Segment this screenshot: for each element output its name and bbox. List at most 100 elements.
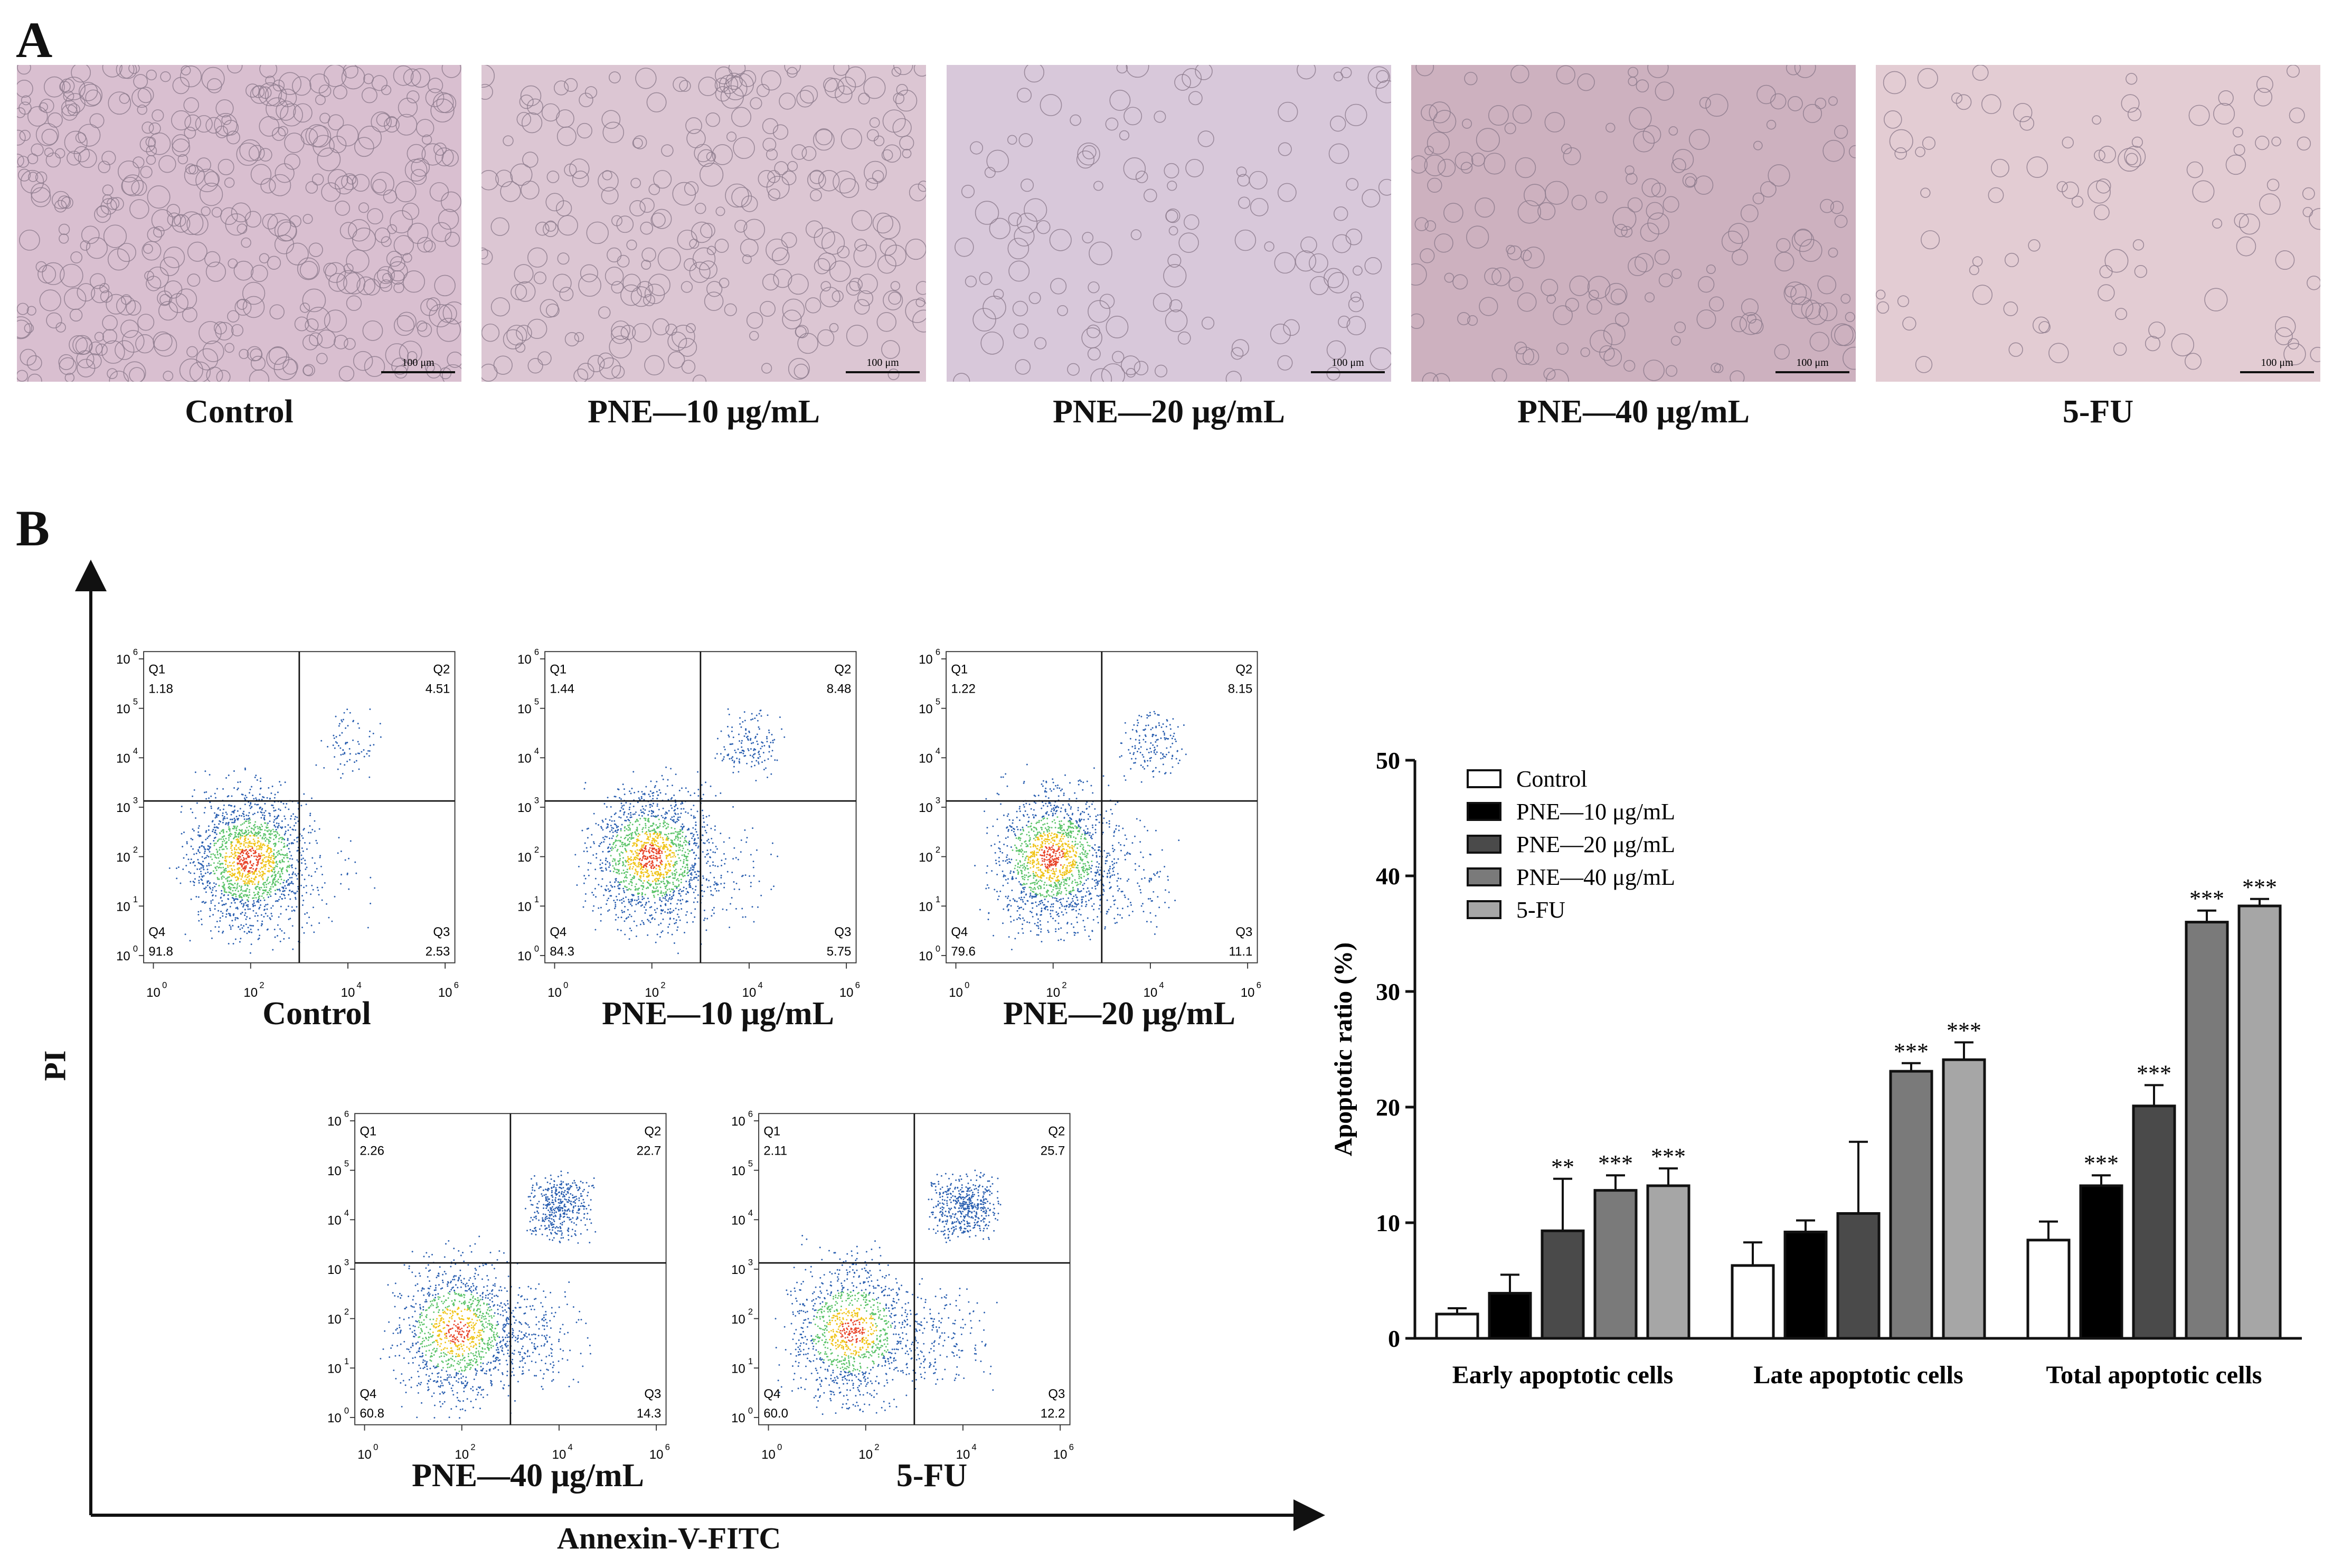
x-tick-exponent: 2: [1062, 980, 1066, 990]
y-tick-exponent: 2: [344, 1307, 349, 1317]
micrograph-label: Control: [185, 394, 294, 430]
significance-label: ***: [1598, 1150, 1633, 1176]
quadrant-value: 2.26: [360, 1144, 384, 1158]
y-tick-label: 10: [731, 1214, 745, 1228]
legend-swatch: [1467, 769, 1501, 788]
quadrant-value: 8.15: [1228, 682, 1253, 696]
y-tick-exponent: 2: [534, 845, 539, 855]
quadrant-value: 84.3: [550, 944, 574, 959]
quadrant-name: Q1: [148, 663, 165, 677]
flow-plot-label: Control: [262, 996, 371, 1032]
bar: [1942, 1058, 1986, 1340]
x-tick-exponent: 6: [454, 980, 459, 990]
x-tick-exponent: 2: [660, 980, 665, 990]
apoptosis-bar-chart: 0 10 20 30 40 50 Apoptotic ratio (%) ** *** *** Ea…: [1309, 729, 2323, 1415]
quadrant-name: Q2: [1048, 1125, 1065, 1139]
y-tick-label: 10: [327, 1114, 342, 1129]
quadrant-value: 1.44: [550, 682, 574, 696]
flow-plot-label: PNE—10 μg/mL: [602, 996, 834, 1032]
quadrant-name: Q3: [644, 1387, 661, 1401]
x-tick-exponent: 4: [972, 1442, 977, 1452]
flow-plot-label: PNE—20 μg/mL: [1003, 996, 1235, 1032]
x-tick-label: 10: [243, 986, 258, 1000]
x-tick-label: 10: [949, 986, 963, 1000]
x-tick-label: 10: [547, 986, 562, 1000]
micrograph-label: PNE—40 μg/mL: [1517, 394, 1750, 430]
y-tick-label: 10: [919, 851, 933, 865]
x-tick-exponent: 6: [855, 980, 860, 990]
y-tick-label: 10: [919, 900, 933, 914]
bar: [1435, 1312, 1479, 1340]
quadrant-value: 5.75: [827, 944, 852, 959]
scale-bar-label: 100 μm: [402, 357, 435, 369]
quadrant-name: Q2: [834, 663, 851, 677]
scale-bar-label: 100 μm: [1796, 357, 1829, 369]
y-tick-label: 10: [327, 1214, 342, 1228]
y-tick-label: 10: [517, 949, 532, 964]
bar: [1889, 1070, 1933, 1340]
x-tick-label: 10: [341, 986, 355, 1000]
y-tick-exponent: 0: [748, 1406, 753, 1416]
y-tick-label: 10: [919, 653, 933, 667]
x-tick-label: 10: [357, 1448, 372, 1462]
quadrant-name: Q2: [1235, 663, 1252, 677]
y-tick-label: 10: [116, 653, 130, 667]
x-tick-exponent: 4: [1159, 980, 1164, 990]
scale-bar-label: 100 μm: [1331, 357, 1364, 369]
significance-label: ***: [2242, 874, 2277, 900]
legend-swatch: [1467, 867, 1501, 886]
flow-x-axis-title: Annexin-V-FITC: [557, 1521, 781, 1555]
x-tick-label: 10: [761, 1448, 776, 1462]
x-tick-exponent: 2: [470, 1442, 475, 1452]
y-tick-exponent: 4: [936, 746, 940, 756]
flow-plot-svg: Q11.44Q28.48Q35.75Q484.31001021041061001…: [517, 647, 860, 1000]
bar: [1541, 1229, 1585, 1340]
quadrant-value: 91.8: [148, 944, 173, 959]
micrograph-image: 100 μm: [17, 65, 461, 382]
y-tick-exponent: 5: [936, 696, 940, 706]
quadrant-name: Q3: [1048, 1387, 1065, 1401]
x-tick-exponent: 0: [373, 1442, 378, 1452]
y-tick-exponent: 5: [344, 1158, 349, 1168]
significance-label: ***: [2137, 1060, 2171, 1086]
y-tick-label: 10: [517, 752, 532, 766]
quadrant-name: Q1: [951, 663, 968, 677]
category-label: Total apoptotic cells: [2046, 1361, 2262, 1389]
y-tick-label: 10: [731, 1114, 745, 1129]
cell-image: 100 μm: [1411, 65, 1856, 382]
x-tick-label: 10: [858, 1448, 873, 1462]
bar: [2132, 1104, 2176, 1340]
legend-swatch: [1467, 835, 1501, 854]
category-label: Late apoptotic cells: [1753, 1361, 1963, 1389]
legend-label: PNE—10 μg/mL: [1516, 799, 1675, 825]
flow-plot: Q1 1.22 Q2 8.15 Q3 11.1 Q4 79.6 10 0 10 2 10 4 10 6 10 0 1…: [898, 615, 1267, 1048]
legend-label: PNE—40 μg/mL: [1516, 864, 1675, 890]
quadrant-value: 4.51: [426, 682, 450, 696]
y-tick-exponent: 5: [748, 1158, 753, 1168]
flow-plot-svg: Q11.18Q24.51Q32.53Q491.81001021041061001…: [116, 647, 459, 1000]
y-tick-label: 10: [116, 949, 130, 964]
flow-plot: Q1 1.44 Q2 8.48 Q3 5.75 Q4 84.3 10 0 10 2 10 4 10 6 10 0 1…: [496, 615, 866, 1048]
y-tick-exponent: 1: [344, 1356, 349, 1366]
x-tick-exponent: 4: [758, 980, 763, 990]
y-tick-exponent: 2: [936, 845, 940, 855]
y-tick-label: 10: [731, 1312, 745, 1327]
quadrant-name: Q3: [1235, 925, 1252, 939]
bar: [1646, 1184, 1690, 1340]
quadrant-name: Q3: [433, 925, 450, 939]
x-tick-label: 10: [1144, 986, 1158, 1000]
scale-bar-label: 100 μm: [2261, 357, 2293, 369]
y-tick-label: 10: [327, 1312, 342, 1327]
x-tick-label: 10: [839, 986, 854, 1000]
y-tick-label: 10: [116, 900, 130, 914]
x-tick-exponent: 4: [357, 980, 362, 990]
y-tick-label: 50: [1376, 747, 1400, 774]
significance-label: ***: [1894, 1038, 1929, 1064]
y-tick-label: 10: [116, 702, 130, 716]
y-tick-exponent: 6: [748, 1109, 753, 1119]
bar: [1593, 1189, 1638, 1340]
quadrant-value: 14.3: [637, 1406, 662, 1421]
quadrant-value: 79.6: [951, 944, 976, 959]
x-tick-exponent: 6: [1257, 980, 1261, 990]
y-tick-label: 10: [517, 851, 532, 865]
